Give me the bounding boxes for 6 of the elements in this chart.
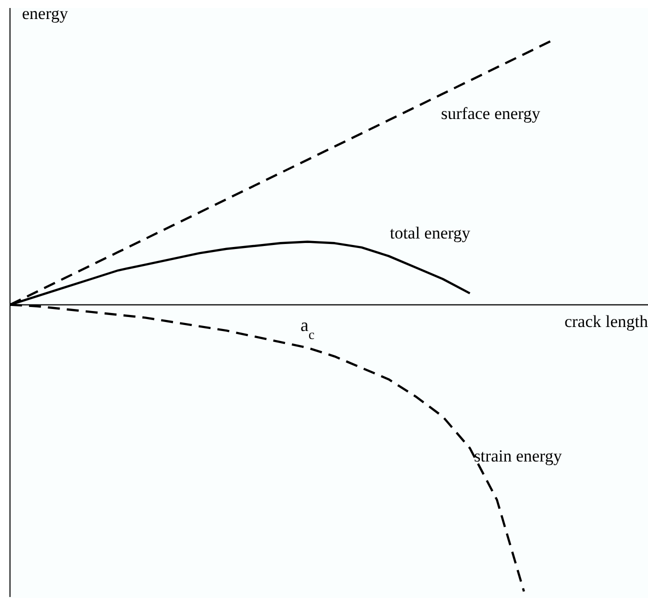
series-label: strain energy bbox=[474, 446, 562, 466]
annotation: a$_{c}$ bbox=[300, 314, 315, 342]
series-label: total energy bbox=[390, 223, 471, 242]
x-axis-title: crack length bbox=[564, 312, 648, 332]
y-axis-title: energy bbox=[22, 4, 68, 24]
series-label: surface energy bbox=[441, 104, 541, 124]
